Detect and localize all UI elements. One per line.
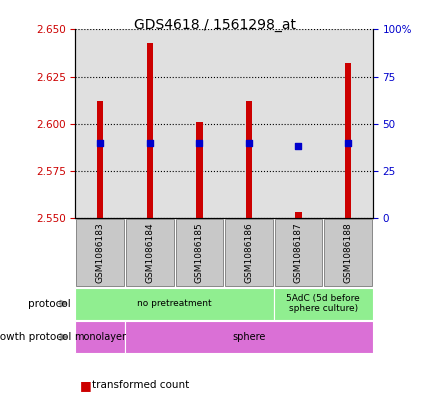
Text: sphere: sphere	[232, 332, 265, 342]
FancyBboxPatch shape	[323, 219, 371, 285]
Bar	[245, 101, 252, 218]
FancyBboxPatch shape	[274, 219, 322, 285]
FancyBboxPatch shape	[175, 219, 223, 285]
Point	[195, 140, 203, 146]
Point	[294, 143, 301, 150]
Point	[146, 140, 153, 146]
Bar	[97, 101, 103, 218]
Text: GSM1086187: GSM1086187	[293, 222, 302, 283]
Text: GSM1086186: GSM1086186	[244, 222, 253, 283]
Text: GSM1086188: GSM1086188	[343, 222, 352, 283]
Bar	[146, 43, 153, 218]
FancyBboxPatch shape	[75, 288, 273, 320]
FancyBboxPatch shape	[273, 288, 372, 320]
Text: 5AdC (5d before
sphere culture): 5AdC (5d before sphere culture)	[286, 294, 359, 313]
Point	[245, 140, 252, 146]
Text: protocol: protocol	[28, 299, 71, 309]
Text: GDS4618 / 1561298_at: GDS4618 / 1561298_at	[134, 18, 296, 32]
Bar	[344, 63, 350, 218]
Text: GSM1086183: GSM1086183	[95, 222, 104, 283]
Text: GSM1086184: GSM1086184	[145, 222, 154, 283]
FancyBboxPatch shape	[126, 219, 173, 285]
Point	[96, 140, 103, 146]
Text: transformed count: transformed count	[92, 380, 189, 390]
Text: no pretreatment: no pretreatment	[137, 299, 212, 308]
Text: growth protocol: growth protocol	[0, 332, 71, 342]
Text: monolayer: monolayer	[74, 332, 126, 342]
FancyBboxPatch shape	[224, 219, 272, 285]
Point	[344, 140, 351, 146]
Bar	[295, 213, 301, 218]
FancyBboxPatch shape	[76, 219, 124, 285]
FancyBboxPatch shape	[75, 321, 125, 353]
FancyBboxPatch shape	[125, 321, 372, 353]
Text: ■: ■	[80, 378, 91, 392]
Bar	[196, 122, 202, 218]
Text: GSM1086185: GSM1086185	[194, 222, 203, 283]
